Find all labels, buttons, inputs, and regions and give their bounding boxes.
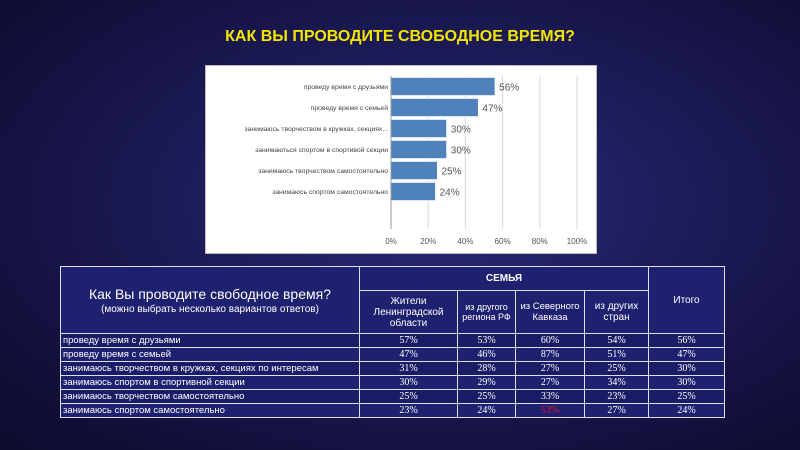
question-header: Как Вы проводите свободное время? (можно…	[60, 266, 360, 334]
bar	[390, 139, 448, 160]
column-header: из Северного Кавказа	[515, 290, 585, 334]
cell-value: 30%	[648, 361, 725, 376]
x-tick-label: 60%	[495, 237, 511, 246]
data-label: 47%	[482, 104, 502, 115]
total-header: Итого	[648, 266, 725, 334]
data-label: 56%	[499, 83, 519, 94]
cell-value: 56%	[648, 333, 725, 348]
column-header: Жители Ленинградской области	[359, 290, 458, 334]
cell-value: 23%	[584, 389, 649, 404]
data-label: 24%	[440, 188, 460, 199]
cell-value: 27%	[584, 403, 649, 418]
cell-value: 30%	[648, 375, 725, 390]
cell-value: 34%	[584, 375, 649, 390]
cell-value: 46%	[457, 347, 516, 362]
bar	[390, 97, 479, 118]
category-label: проведу время с друзьями	[304, 84, 388, 91]
cell-value: 57%	[359, 333, 458, 348]
cell-value: 47%	[648, 347, 725, 362]
question-text: Как Вы проводите свободное время?	[88, 285, 331, 302]
bar	[390, 160, 438, 181]
table-row: занимаюсь спортом в спортивной секции 30%…	[60, 375, 725, 390]
row-label: проведу время с друзьями	[60, 333, 360, 348]
x-tick-label: 0%	[385, 237, 397, 246]
table-row: проведу время с семьей 47% 46% 87% 51% 47%	[60, 347, 725, 362]
cell-value: 33%	[515, 389, 585, 404]
bar	[390, 181, 437, 202]
table-row: занимаюсь спортом самостоятельно 23% 24% 53…	[60, 403, 725, 418]
cell-value: 24%	[457, 403, 516, 418]
cell-value: 60%	[515, 333, 585, 348]
category-label: занимаюсь творчеством самостоятельно	[258, 168, 388, 175]
category-label: занимаються спортом в спортивой секции	[255, 146, 388, 154]
x-tick-label: 100%	[567, 237, 587, 246]
category-label: занимаюсь творчеством в кружках, секциях…	[245, 126, 389, 133]
table-row: занимаюсь творчеством в кружках, секциях…	[60, 361, 725, 376]
cell-value: 31%	[359, 361, 458, 376]
group-header: СЕМЬЯ	[359, 266, 649, 291]
cell-value: 27%	[515, 361, 585, 376]
row-label: занимаюсь творчеством самостоятельно	[60, 389, 360, 404]
x-tick-label: 20%	[420, 237, 436, 246]
cell-value: 30%	[359, 375, 458, 390]
cell-value: 51%	[584, 347, 649, 362]
question-subtitle: (можно выбрать несколько вариантов ответ…	[101, 303, 319, 315]
cell-value: 25%	[359, 389, 458, 404]
cell-value: 53%	[515, 403, 585, 418]
table-row: занимаюсь творчеством самостоятельно 25% 2…	[60, 389, 725, 404]
cell-value: 27%	[515, 375, 585, 390]
table-row: проведу время с друзьями 57% 53% 60% 54% 56%	[60, 333, 725, 348]
data-label: 30%	[451, 146, 471, 157]
row-label: занимаюсь спортом самостоятельно	[60, 403, 360, 418]
cell-value: 24%	[648, 403, 725, 418]
bar-chart: 0% 20% 40% 60% 80% 100% проведу время с друзья…	[205, 65, 597, 254]
row-label: проведу время с семьей	[60, 347, 360, 362]
cell-value: 54%	[584, 333, 649, 348]
slide-title: КАК ВЫ ПРОВОДИТЕ СВОБОДНОЕ ВРЕМЯ?	[225, 28, 575, 45]
data-label: 30%	[451, 125, 471, 136]
row-label: занимаюсь творчеством в кружках, секциях…	[60, 361, 360, 376]
bar	[390, 76, 496, 97]
x-tick-label: 80%	[532, 237, 548, 246]
cell-value: 23%	[359, 403, 458, 418]
cell-value: 28%	[457, 361, 516, 376]
cell-value: 53%	[457, 333, 516, 348]
cell-value: 25%	[648, 389, 725, 404]
data-label: 25%	[442, 167, 462, 178]
x-tick-label: 40%	[457, 237, 473, 246]
cell-value: 29%	[457, 375, 516, 390]
row-label: занимаюсь спортом в спортивной секции	[60, 375, 360, 390]
chart-svg: 0% 20% 40% 60% 80% 100% проведу время с друзья…	[245, 76, 587, 246]
cell-value: 87%	[515, 347, 585, 362]
cell-value: 25%	[457, 389, 516, 404]
results-table: Как Вы проводите свободное время? (можно…	[60, 266, 725, 418]
column-header: из другого региона РФ	[457, 290, 516, 334]
category-label: занимаюсь спортом самостоятельно	[272, 189, 388, 196]
cell-value: 25%	[584, 361, 649, 376]
cell-value: 47%	[359, 347, 458, 362]
column-header: из других стран	[584, 290, 649, 334]
category-label: проведу время с семьей	[311, 104, 389, 112]
bar	[390, 118, 448, 139]
